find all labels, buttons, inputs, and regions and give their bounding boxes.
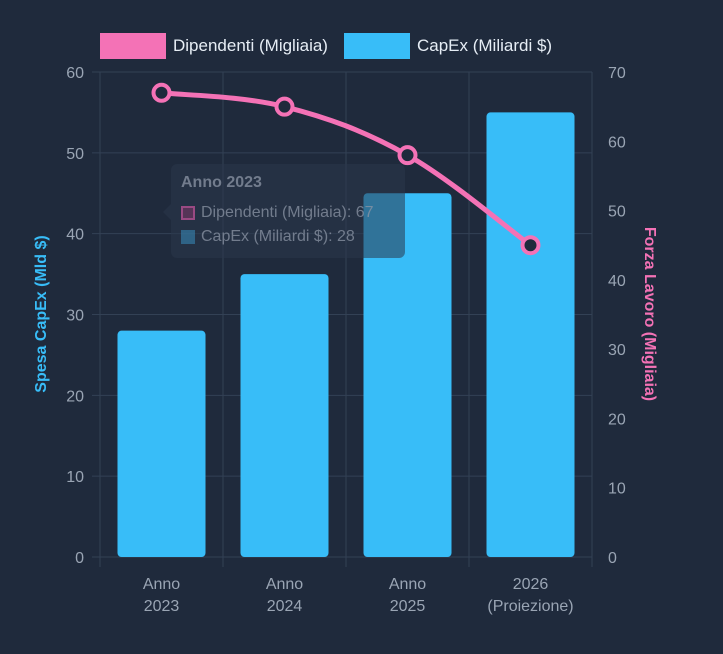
y-right-tick-label: 70 <box>608 65 626 82</box>
tooltip-swatch-capex <box>181 230 195 244</box>
bar-capex <box>486 112 575 558</box>
y-right-tick-label: 20 <box>608 411 626 428</box>
x-tick-label: (Proiezione) <box>487 598 573 615</box>
y-left-tick-label: 20 <box>66 388 84 405</box>
legend-item-capex[interactable]: CapEx (Miliardi $) <box>343 33 553 59</box>
y-right-tick-label: 40 <box>608 273 626 290</box>
legend-swatch-dipendenti <box>100 33 166 59</box>
y-left-tick-label: 50 <box>66 146 84 163</box>
y-left-tick-label: 60 <box>66 65 84 82</box>
y-left-tick-label: 0 <box>75 550 84 567</box>
x-tick-label: 2026 <box>513 576 549 593</box>
y-right-tick-label: 60 <box>608 134 626 151</box>
tooltip-text-capex: CapEx (Miliardi $): 28 <box>201 228 355 245</box>
x-tick-label: Anno <box>389 576 426 593</box>
tooltip-text-dipendenti: Dipendenti (Migliaia): 67 <box>201 204 374 221</box>
tooltip-swatch-dipendenti <box>181 206 195 220</box>
tooltip-title: Anno 2023 <box>181 174 262 191</box>
y-right-tick-label: 0 <box>608 550 617 567</box>
tooltip-row-capex: CapEx (Miliardi $): 28 <box>181 225 395 249</box>
y-right-axis-title: Forza Lavoro (Migliaia) <box>641 227 658 401</box>
y-right-tick-label: 30 <box>608 342 626 359</box>
bar-capex <box>117 330 206 557</box>
x-tick-label: 2024 <box>267 598 303 615</box>
legend-swatch-capex <box>343 33 410 59</box>
bar-capex <box>363 193 452 557</box>
legend-label-capex: CapEx (Miliardi $) <box>416 36 553 55</box>
x-tick-label: 2023 <box>144 598 180 615</box>
x-tick-label: 2025 <box>390 598 426 615</box>
chart-tooltip: Anno 2023 Dipendenti (Migliaia): 67 CapE… <box>163 164 405 258</box>
y-left-axis-title: Spesa CapEx (Mld $) <box>33 235 50 392</box>
chart-legend: Dipendenti (Migliaia) CapEx (Miliardi $) <box>100 33 568 59</box>
legend-label-dipendenti: Dipendenti (Migliaia) <box>173 36 328 55</box>
bar-capex <box>240 274 329 557</box>
y-right-tick-label: 10 <box>608 481 626 498</box>
line-dipendenti <box>159 90 533 248</box>
legend-item-dipendenti[interactable]: Dipendenti (Migliaia) <box>100 33 328 59</box>
y-left-tick-label: 10 <box>66 469 84 486</box>
x-tick-label: Anno <box>143 576 180 593</box>
point-dipendenti <box>151 82 172 103</box>
x-tick-label: Anno <box>266 576 303 593</box>
point-dipendenti <box>274 96 295 117</box>
y-left-tick-label: 40 <box>66 227 84 244</box>
tooltip-row-dipendenti: Dipendenti (Migliaia): 67 <box>181 201 395 225</box>
y-right-tick-label: 50 <box>608 204 626 221</box>
point-dipendenti <box>520 235 541 256</box>
point-dipendenti <box>397 145 418 166</box>
y-left-tick-label: 30 <box>66 308 84 325</box>
